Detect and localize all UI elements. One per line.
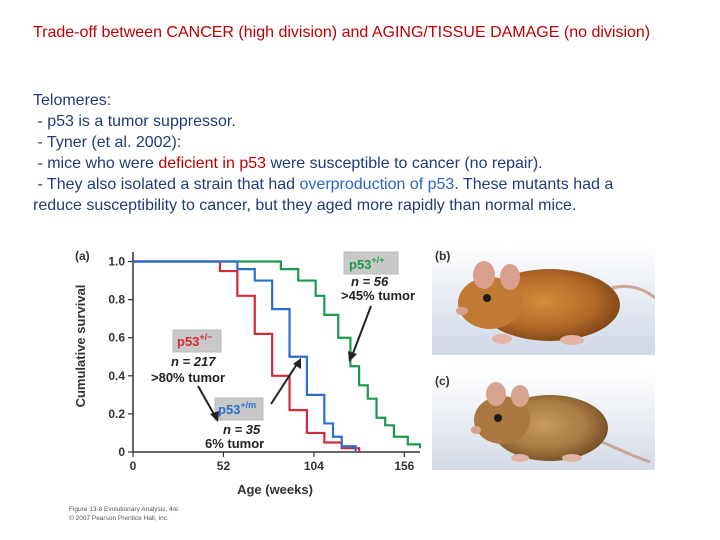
panel-c-label: (c) (435, 374, 450, 388)
body-line-1: - p53 is a tumor suppressor. (33, 113, 236, 130)
y-axis-label: Cumulative survival (73, 285, 88, 408)
survival-chart: (a) Cumulative survival Age (weeks) 0 0.2… (69, 249, 422, 522)
slide-title: Trade-off between CANCER (high division)… (33, 24, 651, 41)
wt-arrow (351, 305, 372, 357)
y-tick-label: 0.6 (108, 331, 125, 345)
series-line-1 (133, 260, 361, 452)
series-lines (133, 260, 422, 452)
mut-arrow (270, 363, 298, 405)
mouse-photo-c-svg (432, 370, 655, 470)
wt-label-box (343, 251, 399, 275)
wt-n: n = 56 (351, 274, 389, 289)
mouse-photo-b-svg (432, 243, 656, 355)
mut-genotype-text: p53 (218, 402, 240, 417)
panel-b-label: (b) (435, 249, 451, 263)
het-tumor: >80% tumor (151, 370, 225, 385)
highlight-overproduction: overproduction of p53 (299, 176, 455, 193)
body-line-4a: - They also isolated a strain that had (33, 176, 300, 193)
mut-superscript: +/m (240, 400, 256, 410)
annotations: p53+/+ n = 56 >45% tumor p53+/− n = 217 … (151, 251, 415, 451)
y-tick-label: 0.2 (108, 407, 125, 421)
mouse-photo-c: (c) (432, 370, 655, 470)
mut-n: n = 35 (223, 422, 261, 437)
panel-a-label: (a) (75, 249, 90, 263)
x-axis-label: Age (weeks) (237, 482, 313, 497)
het-n: n = 217 (171, 354, 216, 369)
y-tick-label: 0.8 (108, 293, 125, 307)
series-line-0 (133, 260, 422, 449)
het-superscript: +/− (199, 332, 212, 342)
body-text: Telomeres: - p53 is a tumor suppressor. … (33, 90, 703, 216)
body-line-3a: - mice who were (33, 155, 159, 172)
wt-tumor: >45% tumor (341, 288, 415, 303)
het-arrowhead (210, 411, 219, 422)
wt-superscript: +/+ (371, 255, 384, 265)
het-genotype: p53+/− (177, 332, 212, 349)
mut-label-box (214, 397, 264, 421)
body-line-4: - They also isolated a strain that had o… (33, 174, 703, 195)
axes: 0 0.2 0.4 0.6 0.8 1.0 0 52 104 156 (108, 252, 420, 473)
x-tick-label: 156 (394, 459, 414, 473)
body-line-3: - mice who were deficient in p53 were su… (33, 153, 703, 174)
y-tick-label: 0.4 (108, 369, 125, 383)
mouse-photo-b: (b) (432, 243, 656, 355)
mut-genotype: p53+/m (218, 400, 256, 417)
caption-line-2: © 2007 Pearson Prentice Hall, Inc. (69, 514, 169, 522)
het-arrow (197, 385, 216, 417)
body-heading: Telomeres: (33, 92, 112, 109)
y-tick-label: 0 (118, 445, 125, 459)
y-tick-label: 1.0 (108, 255, 125, 269)
x-tick-label: 104 (304, 459, 324, 473)
mut-tumor: 6% tumor (205, 436, 264, 451)
het-label-box (172, 329, 222, 353)
caption-line-1: Figure 13-8 Evolutionary Analysis, 4/e (69, 506, 178, 513)
body-line-2: - Tyner (et al. 2002): (33, 134, 182, 151)
body-line-4c: . These mutants had a (454, 176, 614, 193)
het-genotype-text: p53 (177, 334, 199, 349)
x-tick-label: 52 (217, 459, 231, 473)
wt-genotype: p53+/+ (349, 255, 384, 272)
series-line-2 (133, 260, 357, 452)
body-line-5: reduce susceptibility to cancer, but the… (33, 197, 577, 214)
mut-arrowhead (293, 358, 301, 369)
wt-arrowhead (348, 351, 357, 362)
body-line-3c: were susceptible to cancer (no repair). (266, 155, 543, 172)
highlight-deficient: deficient in p53 (158, 155, 267, 172)
wt-genotype-text: p53 (349, 257, 371, 272)
x-tick-label: 0 (130, 459, 137, 473)
